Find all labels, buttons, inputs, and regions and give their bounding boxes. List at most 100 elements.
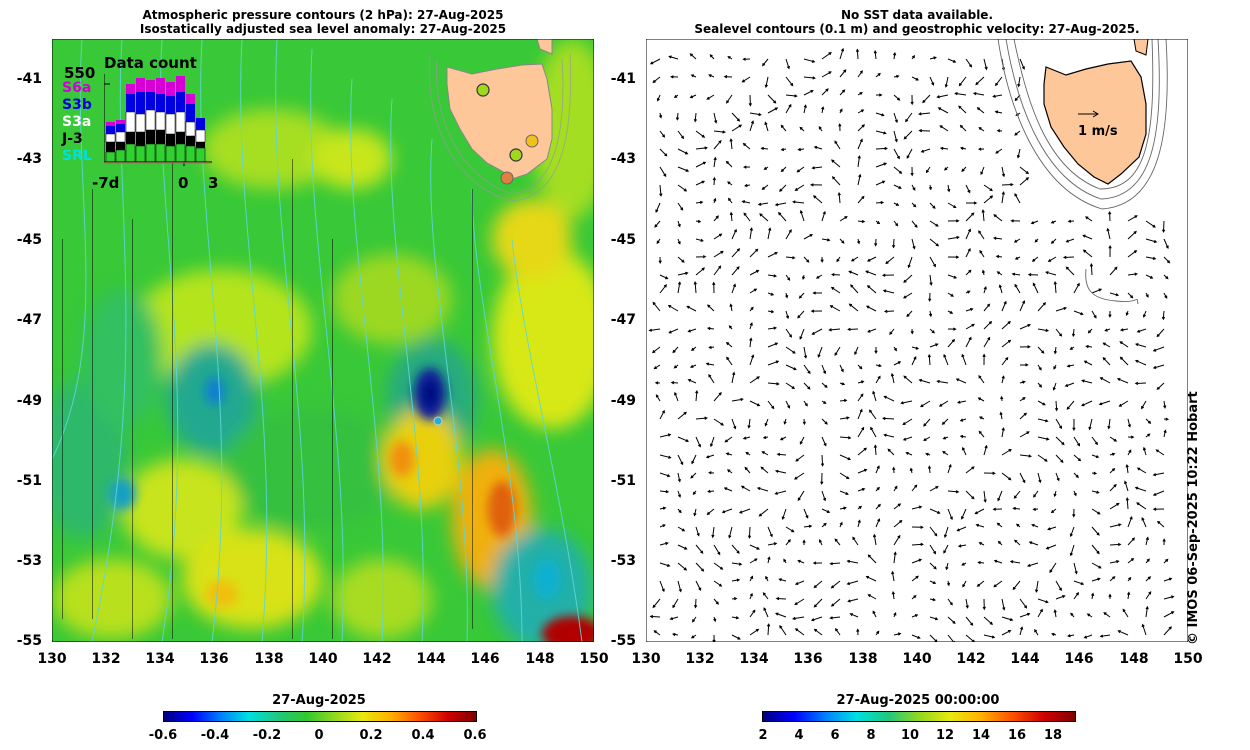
velocity-arrow (652, 301, 661, 312)
velocity-arrow (783, 558, 787, 564)
velocity-arrow (885, 256, 895, 265)
velocity-arrow (780, 147, 787, 152)
left-title-line1: Atmospheric pressure contours (2 hPa): 2… (142, 8, 504, 22)
velocity-arrow (1073, 562, 1078, 575)
velocity-arrow (729, 138, 733, 150)
velocity-arrow (839, 108, 843, 114)
velocity-arrow (1034, 628, 1039, 636)
velocity-arrow (1141, 623, 1147, 636)
track-dots (62, 159, 473, 639)
velocity-arrow (1051, 632, 1057, 636)
velocity-arrow (839, 521, 843, 528)
velocity-arrow (815, 274, 823, 279)
velocity-arrow (893, 148, 900, 160)
velocity-arrow (902, 418, 913, 426)
velocity-arrow (1031, 523, 1039, 528)
velocity-arrow (821, 238, 831, 242)
velocity-arrow (992, 94, 1003, 98)
velocity-arrow (925, 166, 931, 174)
velocity-arrow (850, 256, 859, 262)
velocity-arrow (1136, 467, 1147, 474)
velocity-arrow (731, 578, 741, 582)
velocity-arrow (819, 539, 823, 546)
velocity-arrow (903, 375, 913, 384)
velocity-arrow (731, 597, 738, 601)
velocity-arrow (893, 632, 902, 636)
velocity-arrow (1091, 436, 1099, 446)
velocity-arrow (961, 353, 967, 366)
velocity-arrow (1091, 310, 1097, 319)
velocity-arrow (723, 75, 733, 79)
colorbar-tick: -0.6 (148, 728, 178, 743)
velocity-arrow (929, 202, 936, 209)
velocity-arrow (1127, 449, 1132, 456)
velocity-arrow (1064, 382, 1075, 387)
lat-tick: -55 (16, 633, 42, 649)
velocity-arrow (1108, 210, 1112, 222)
velocity-arrow (938, 400, 949, 407)
velocity-arrow (1011, 272, 1021, 276)
velocity-arrow (947, 184, 951, 193)
velocity-arrow (749, 575, 753, 582)
velocity-arrow (857, 219, 866, 224)
velocity-arrow (993, 559, 1003, 564)
velocity-arrow (780, 166, 787, 173)
velocity-arrow (1019, 58, 1025, 70)
velocity-arrow (659, 454, 672, 459)
velocity-arrow (695, 219, 702, 223)
velocity-arrow (775, 612, 787, 618)
velocity-arrow (1109, 266, 1118, 276)
lat-tick: -49 (16, 393, 42, 409)
velocity-arrow (947, 310, 954, 314)
velocity-arrow (1009, 560, 1021, 564)
velocity-arrow (785, 76, 794, 87)
velocity-arrow (961, 166, 967, 172)
lon-tick: 130 (37, 651, 67, 667)
velocity-arrow (947, 463, 952, 474)
velocity-arrow (983, 336, 991, 348)
velocity-scale-label: 1 m/s (1078, 124, 1118, 139)
velocity-arrow (695, 161, 707, 168)
velocity-arrow (910, 94, 914, 106)
velocity-arrow (785, 310, 790, 320)
velocity-arrow (762, 58, 769, 67)
velocity-arrow (1109, 576, 1116, 582)
velocity-arrow (956, 400, 967, 404)
velocity-arrow (1019, 598, 1028, 609)
velocity-arrow (893, 346, 898, 352)
velocity-arrow (652, 598, 661, 609)
velocity-arrow (1085, 344, 1093, 349)
velocity-arrow (829, 562, 841, 566)
velocity-arrow (1012, 506, 1021, 511)
velocity-arrow (1073, 282, 1080, 294)
velocity-arrow (891, 570, 895, 582)
velocity-arrow (1125, 463, 1129, 474)
velocity-arrow (828, 328, 841, 332)
velocity-arrow (965, 466, 975, 474)
velocity-arrow (981, 269, 986, 276)
velocity-arrow (1045, 544, 1057, 550)
velocity-arrow (767, 252, 778, 258)
velocity-arrow (911, 184, 916, 191)
velocity-arrow (1109, 467, 1116, 474)
velocity-arrow (803, 364, 811, 375)
velocity-arrow (893, 202, 900, 206)
velocity-arrow (857, 447, 867, 456)
velocity-arrow (965, 269, 972, 276)
lon-tick: 136 (793, 651, 823, 667)
velocity-arrow (882, 416, 895, 421)
velocity-arrow (749, 288, 758, 294)
velocity-arrow (1037, 302, 1046, 312)
velocity-arrow (830, 286, 841, 294)
velocity-arrow (1083, 360, 1093, 366)
velocity-arrow (695, 580, 702, 592)
velocity-arrow (659, 166, 667, 178)
velocity-arrow (1066, 364, 1075, 368)
velocity-arrow (1053, 609, 1057, 618)
velocity-arrow (875, 130, 887, 135)
velocity-arrow (947, 255, 960, 259)
velocity-arrow (965, 323, 975, 330)
velocity-arrow (813, 145, 823, 150)
velocity-arrow (1014, 256, 1021, 260)
lat-tick: -53 (16, 553, 42, 569)
